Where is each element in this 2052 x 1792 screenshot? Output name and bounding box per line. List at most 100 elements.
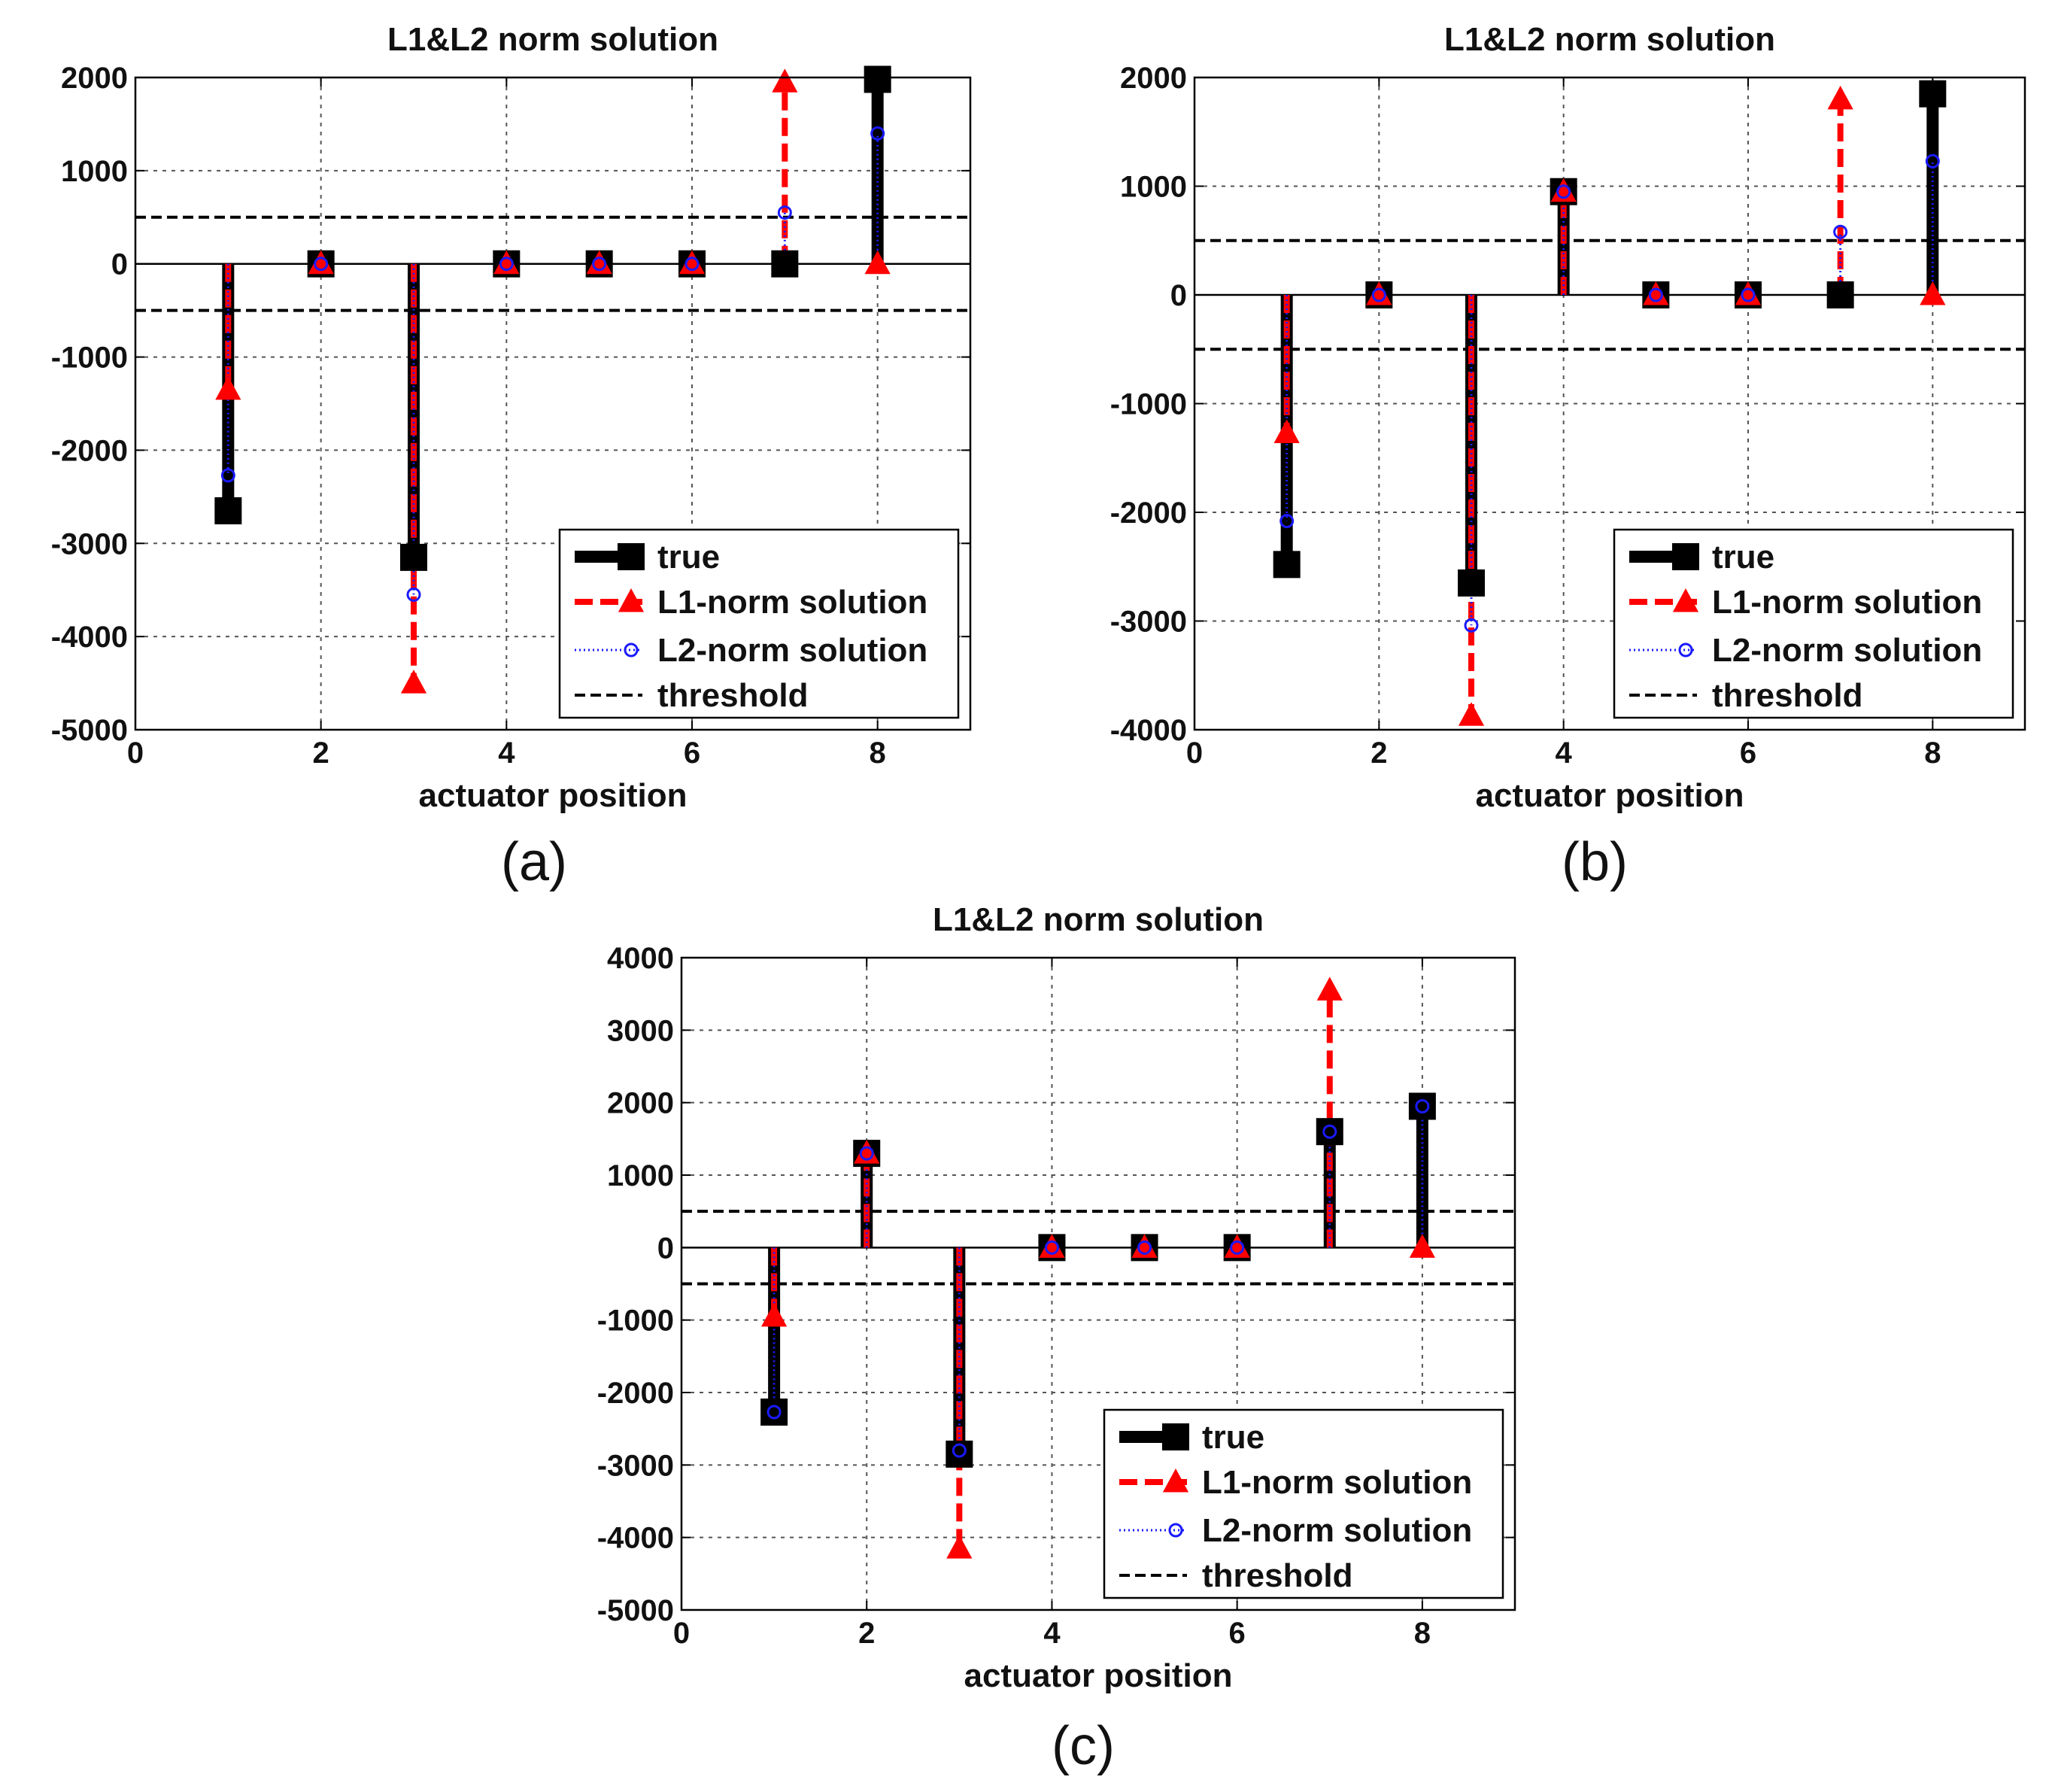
l2-marker bbox=[314, 257, 329, 272]
axes-box bbox=[680, 956, 1516, 1611]
chart-title: L1&L2 norm solution bbox=[1444, 21, 1775, 58]
legend-true-marker bbox=[618, 543, 645, 570]
y-tick-label: -4000 bbox=[597, 1522, 674, 1555]
l2-marker bbox=[499, 257, 514, 272]
l1-marker bbox=[946, 1535, 973, 1559]
l1-marker bbox=[1550, 178, 1577, 202]
legend-l2-marker bbox=[1168, 1523, 1183, 1538]
y-tick-label: -1000 bbox=[51, 342, 128, 375]
x-tick-label: 4 bbox=[498, 737, 515, 770]
legend-l1-marker bbox=[1162, 1469, 1189, 1493]
l1-marker bbox=[1224, 1234, 1250, 1258]
l1-marker bbox=[772, 68, 798, 93]
l2-marker bbox=[1322, 1124, 1337, 1139]
l2-marker bbox=[1230, 1240, 1245, 1255]
l1-marker bbox=[1039, 1234, 1065, 1258]
chart-panel-3: 0 2 4 6 8 -5000 -4000 -3000 -2000 -1000 0 1000 2000 3… bbox=[597, 901, 1516, 1776]
true-marker bbox=[1826, 281, 1854, 308]
y-tick-label: -1000 bbox=[1110, 388, 1187, 421]
l2-marker bbox=[406, 587, 421, 602]
y-tick-label: 1000 bbox=[61, 155, 128, 188]
l2-marker bbox=[1044, 1240, 1059, 1255]
legend: true L1-norm solution L2-norm solution thre… bbox=[1103, 1408, 1504, 1599]
l2-marker bbox=[1464, 618, 1479, 633]
y-tick-label: -2000 bbox=[51, 434, 128, 467]
l2-marker bbox=[1279, 514, 1295, 529]
legend-l1-label: L1-norm solution bbox=[657, 584, 927, 621]
legend-threshold-label: threshold bbox=[657, 677, 808, 714]
l1-marker bbox=[678, 250, 706, 275]
chart-panel-2: 0 2 4 6 8 -4000 -3000 -2000 -1000 0 1000 2000 L1&L2 … bbox=[1110, 21, 2026, 892]
chart-title: L1&L2 norm solution bbox=[933, 901, 1264, 938]
l1-marker bbox=[1409, 1234, 1435, 1258]
legend-true-label: true bbox=[657, 539, 720, 576]
x-tick-label: 0 bbox=[127, 737, 144, 770]
l2-marker bbox=[1741, 287, 1756, 302]
l1-marker bbox=[1735, 281, 1762, 305]
l1-marker bbox=[493, 250, 520, 275]
x-tick-label: 6 bbox=[684, 737, 700, 770]
y-tick-label: -5000 bbox=[51, 714, 128, 747]
l1-marker bbox=[1366, 281, 1392, 305]
legend-l2-label: L2-norm solution bbox=[657, 632, 927, 669]
x-tick-label: 8 bbox=[870, 737, 886, 770]
panel-label: (c) bbox=[1052, 1716, 1115, 1776]
panel-label: (b) bbox=[1562, 832, 1628, 892]
y-tick-label: 4000 bbox=[607, 942, 674, 975]
legend-true-label: true bbox=[1712, 539, 1774, 576]
x-axis-label: actuator position bbox=[964, 1657, 1233, 1694]
y-tick-label: -3000 bbox=[51, 527, 128, 560]
l1-marker bbox=[864, 250, 891, 275]
x-tick-label: 0 bbox=[1186, 737, 1203, 770]
legend-true-marker bbox=[1162, 1423, 1189, 1450]
y-tick-label: -4000 bbox=[51, 621, 128, 654]
l2-marker bbox=[766, 1405, 782, 1420]
l2-marker bbox=[777, 205, 792, 220]
y-tick-label: 0 bbox=[111, 248, 128, 281]
true-marker bbox=[1408, 1092, 1436, 1120]
y-tick-label: 1000 bbox=[1120, 171, 1187, 204]
x-tick-label: 2 bbox=[1371, 737, 1387, 770]
l2-marker bbox=[870, 126, 885, 141]
l2-marker bbox=[220, 468, 235, 483]
l2-marker bbox=[1415, 1098, 1430, 1113]
chart-title: L1&L2 norm solution bbox=[387, 21, 718, 58]
l1-marker bbox=[854, 1140, 880, 1164]
y-tick-label: -2000 bbox=[597, 1377, 674, 1410]
l1-marker bbox=[1316, 976, 1343, 1001]
legend-l1-marker bbox=[618, 588, 645, 612]
x-tick-label: 0 bbox=[673, 1617, 690, 1650]
l1-marker bbox=[308, 250, 334, 275]
l2-marker bbox=[1556, 184, 1571, 199]
y-tick-label: 2000 bbox=[61, 62, 128, 95]
l1-marker bbox=[586, 250, 612, 275]
l1-marker bbox=[1643, 281, 1669, 305]
legend-l1-label: L1-norm solution bbox=[1712, 584, 1982, 621]
l2-marker bbox=[1371, 287, 1386, 302]
l1-marker bbox=[1920, 281, 1946, 305]
l2-marker bbox=[592, 257, 607, 272]
l1-marker bbox=[761, 1302, 788, 1327]
l1-marker bbox=[400, 670, 427, 694]
l2-marker bbox=[952, 1443, 967, 1458]
x-tick-label: 4 bbox=[1043, 1617, 1061, 1650]
x-axis-label: actuator position bbox=[419, 777, 688, 814]
x-tick-label: 2 bbox=[858, 1617, 875, 1650]
true-marker bbox=[1458, 569, 1485, 597]
x-tick-label: 8 bbox=[1924, 737, 1941, 770]
x-axis-label: actuator position bbox=[1476, 777, 1744, 814]
legend-l2-marker bbox=[624, 642, 639, 658]
l1-marker bbox=[1458, 702, 1485, 726]
y-tick-label: 1000 bbox=[607, 1159, 674, 1192]
legend-l2-label: L2-norm solution bbox=[1712, 632, 1982, 669]
x-tick-label: 8 bbox=[1414, 1617, 1431, 1650]
legend: true L1-norm solution L2-norm solution thre… bbox=[1613, 528, 2014, 719]
l1-marker bbox=[1827, 85, 1853, 110]
axes-box bbox=[134, 76, 972, 731]
true-marker bbox=[1316, 1118, 1343, 1146]
x-tick-label: 4 bbox=[1556, 737, 1573, 770]
l2-marker bbox=[859, 1146, 874, 1161]
l2-marker bbox=[685, 257, 700, 272]
true-marker bbox=[214, 497, 242, 524]
